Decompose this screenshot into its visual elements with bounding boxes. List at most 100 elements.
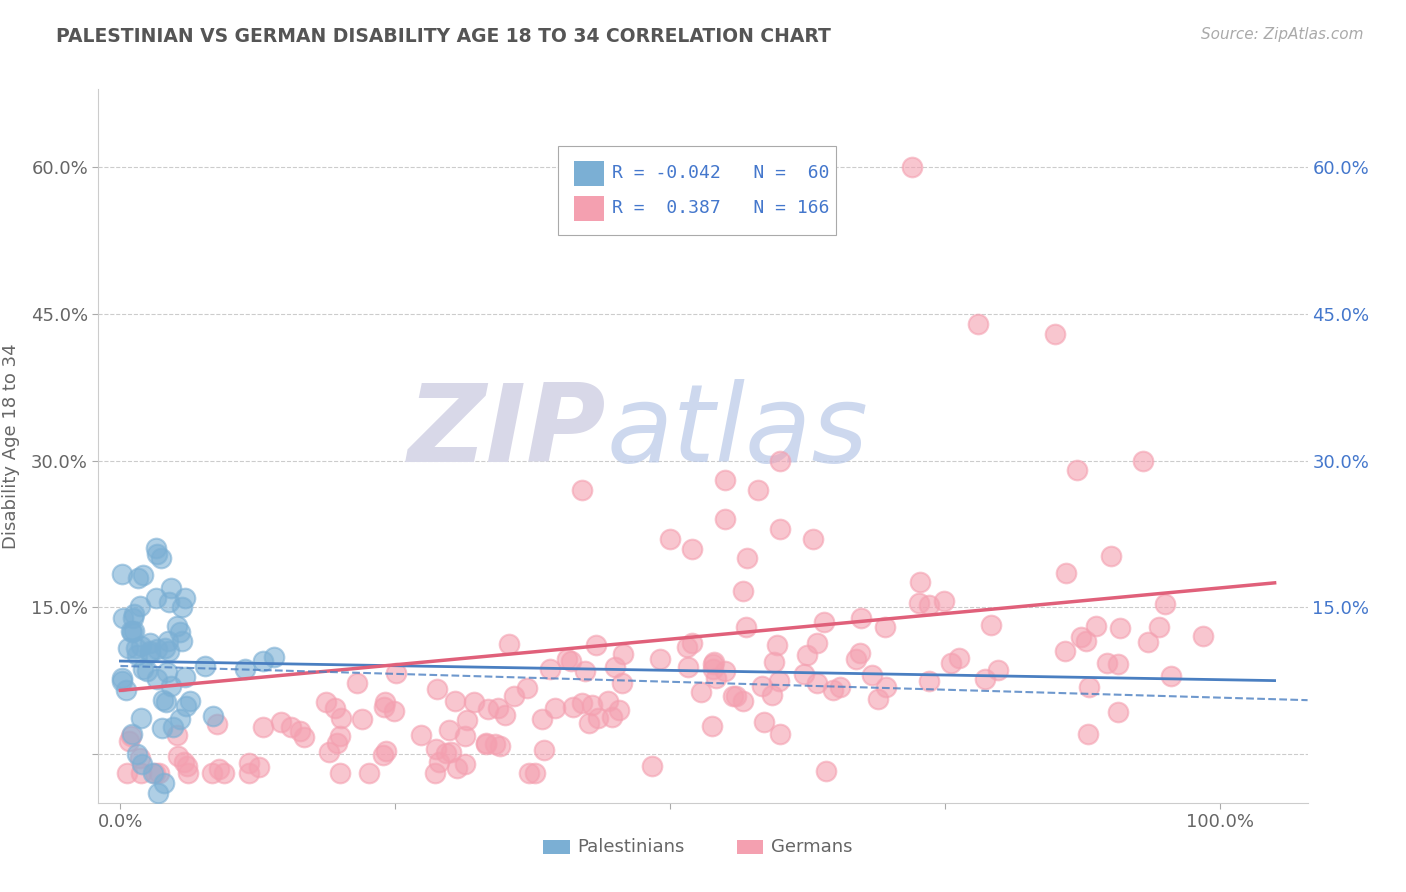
Germans: [714, 473, 737, 487]
Germans: [1084, 619, 1107, 633]
Germans: [474, 736, 496, 750]
Germans: [768, 673, 790, 688]
Palestinians: [157, 634, 180, 648]
Text: ZIP: ZIP: [408, 379, 606, 484]
Germans: [966, 317, 988, 331]
Germans: [713, 664, 735, 678]
Germans: [252, 720, 274, 734]
Germans: [676, 640, 699, 654]
Germans: [796, 648, 818, 662]
Germans: [444, 694, 467, 708]
Germans: [1154, 597, 1177, 611]
Germans: [735, 551, 758, 566]
Palestinians: [131, 756, 153, 771]
Germans: [411, 728, 433, 742]
Germans: [1099, 549, 1122, 563]
Germans: [769, 522, 792, 536]
Germans: [489, 739, 512, 753]
Germans: [813, 615, 835, 630]
Germans: [329, 766, 352, 780]
Germans: [714, 512, 737, 526]
Germans: [474, 737, 496, 751]
Palestinians: [174, 699, 197, 714]
Germans: [434, 746, 457, 760]
Germans: [120, 729, 142, 743]
Germans: [423, 766, 446, 780]
Palestinians: [129, 599, 152, 613]
Palestinians: [110, 673, 132, 688]
Palestinians: [138, 646, 160, 660]
Palestinians: [111, 671, 134, 685]
Germans: [676, 660, 699, 674]
Palestinians: [149, 551, 172, 566]
Germans: [860, 668, 883, 682]
Palestinians: [169, 712, 191, 726]
Germans: [1192, 629, 1215, 643]
Germans: [571, 696, 593, 710]
Germans: [973, 672, 995, 686]
Germans: [494, 707, 516, 722]
Bar: [737, 840, 763, 855]
Germans: [1078, 680, 1101, 694]
Germans: [849, 646, 872, 660]
Palestinians: [159, 581, 181, 595]
Palestinians: [125, 640, 148, 655]
Germans: [731, 693, 754, 707]
Germans: [751, 679, 773, 693]
Palestinians: [252, 654, 274, 668]
Germans: [733, 584, 755, 599]
Palestinians: [233, 662, 256, 676]
Germans: [118, 734, 141, 748]
Germans: [477, 702, 499, 716]
Germans: [612, 648, 634, 662]
Germans: [849, 611, 872, 625]
Germans: [238, 766, 260, 780]
Palestinians: [152, 693, 174, 707]
Germans: [1109, 621, 1132, 635]
Germans: [173, 755, 195, 769]
Germans: [1137, 635, 1160, 649]
Palestinians: [121, 727, 143, 741]
Germans: [503, 689, 526, 703]
Germans: [596, 693, 619, 707]
Germans: [270, 714, 292, 729]
Palestinians: [155, 695, 177, 709]
Germans: [544, 701, 567, 715]
Germans: [382, 705, 405, 719]
Germans: [325, 736, 347, 750]
Germans: [524, 766, 547, 780]
Germans: [659, 532, 682, 546]
Palestinians: [156, 665, 179, 680]
Palestinians: [166, 619, 188, 633]
Text: R = -0.042   N =  60: R = -0.042 N = 60: [613, 164, 830, 182]
Germans: [585, 638, 607, 652]
Germans: [934, 594, 956, 608]
Text: Germans: Germans: [770, 838, 852, 856]
Germans: [560, 654, 582, 668]
Germans: [901, 161, 924, 175]
Germans: [454, 757, 477, 772]
Germans: [752, 715, 775, 730]
Germans: [373, 700, 395, 714]
Germans: [939, 656, 962, 670]
Palestinians: [162, 720, 184, 734]
Germans: [456, 714, 478, 728]
Palestinians: [153, 776, 176, 790]
Germans: [290, 724, 312, 739]
Germans: [555, 652, 578, 666]
FancyBboxPatch shape: [558, 146, 837, 235]
Palestinians: [117, 640, 139, 655]
Germans: [1107, 705, 1129, 719]
Germans: [177, 766, 200, 780]
Palestinians: [157, 643, 180, 657]
Germans: [359, 766, 381, 780]
Germans: [371, 747, 394, 762]
Germans: [128, 751, 150, 765]
Palestinians: [132, 568, 155, 582]
Germans: [427, 755, 450, 769]
Germans: [917, 673, 939, 688]
Germans: [571, 483, 593, 497]
Germans: [815, 764, 838, 778]
Germans: [463, 695, 485, 709]
Germans: [247, 760, 270, 774]
